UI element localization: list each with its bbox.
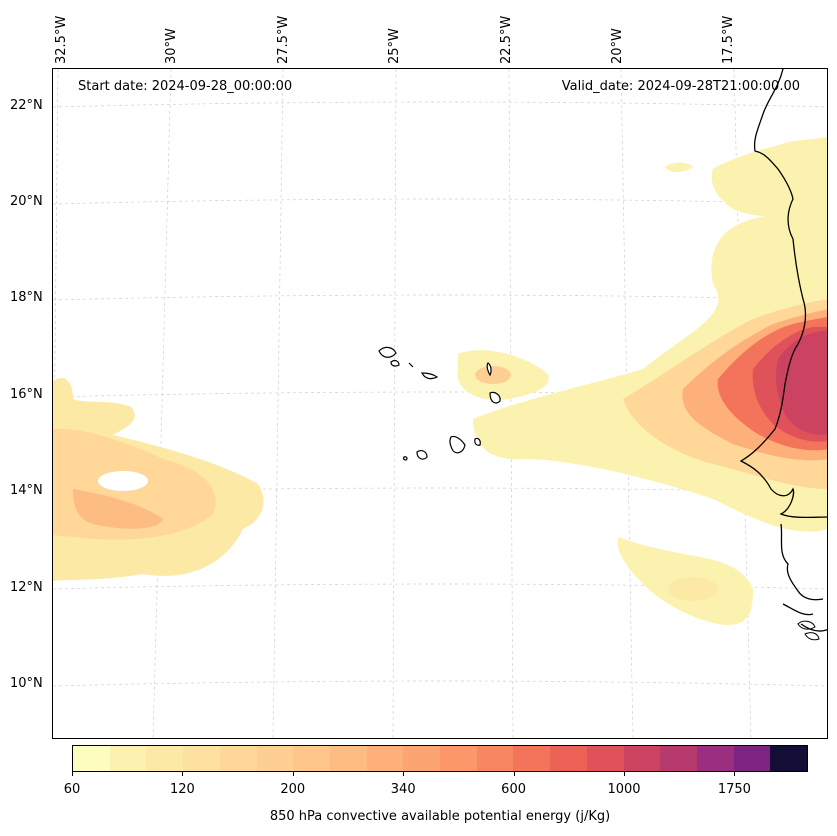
map-canvas [53, 69, 827, 738]
guinea-islands [797, 620, 820, 641]
colorbar-segment [146, 746, 184, 771]
colorbar-tick-label: 120 [169, 782, 195, 797]
parallel-16n [53, 391, 827, 398]
colorbar-segment [550, 746, 587, 771]
lon-label-20w: 20°W [610, 28, 625, 64]
colorbar-segment [183, 746, 220, 771]
lat-label-12n: 12°N [10, 580, 43, 595]
colorbar-segment [623, 746, 661, 771]
meridian-30w [152, 69, 172, 738]
cape-capeverde-region [457, 350, 549, 400]
colorbar-segment [366, 746, 404, 771]
colorbar-title: 850 hPa convective available potential e… [269, 809, 611, 824]
coastline [739, 69, 827, 632]
lat-label-14n: 14°N [10, 483, 43, 498]
colorbar-segment [696, 746, 734, 771]
colorbar-segment [733, 746, 771, 771]
colorbar-tick-label: 340 [390, 782, 416, 797]
graticule [53, 69, 827, 738]
lon-label-27-5w: 27.5°W [276, 15, 291, 64]
parallel-10n [53, 680, 827, 687]
cape-west-region [53, 378, 264, 581]
lat-label-16n: 16°N [10, 387, 43, 402]
colorbar-tick [734, 772, 736, 776]
colorbar-tick-label: 1750 [717, 782, 751, 797]
meridian-27-5w [272, 69, 284, 738]
lon-label-22-5w: 22.5°W [499, 15, 514, 64]
colorbar [72, 745, 808, 772]
colorbar-segment [586, 746, 624, 771]
colorbar-tick-label: 1000 [607, 782, 641, 797]
meridian-20w [620, 69, 634, 738]
start-date-label: Start date: 2024-09-28_00:00:00 [78, 79, 293, 94]
west-africa-coast [739, 69, 827, 519]
meridian-22-5w [508, 69, 514, 738]
colorbar-tick-label: 200 [280, 782, 306, 797]
colorbar-segment [440, 746, 477, 771]
colorbar-segment [403, 746, 441, 771]
meridian-17-5w [733, 69, 752, 738]
colorbar-tick [292, 772, 294, 776]
colorbar-segment [73, 746, 110, 771]
valid-date-label: Valid_date: 2024-09-28T21:00:00.00 [561, 79, 800, 94]
cape-south-region [617, 537, 753, 625]
map-panel: Start date: 2024-09-28_00:00:00 Valid_da… [52, 68, 828, 739]
colorbar-segment [513, 746, 551, 771]
colorbar-tick-label: 600 [501, 782, 527, 797]
parallel-22n [53, 101, 827, 108]
colorbar-tick-label: 60 [63, 782, 81, 797]
lat-label-20n: 20°N [10, 194, 43, 209]
colorbar-segment [329, 746, 367, 771]
colorbar-segment [293, 746, 330, 771]
meridian-25w [392, 69, 397, 738]
lon-label-17-5w: 17.5°W [721, 15, 736, 64]
lat-label-22n: 22°N [10, 98, 43, 113]
parallel-12n [53, 583, 827, 590]
colorbar-tick [72, 772, 73, 776]
cape-verde-islands [378, 346, 501, 461]
lon-label-25w: 25°W [387, 28, 402, 64]
colorbar-segment [219, 746, 257, 771]
colorbar-segment [256, 746, 294, 771]
colorbar-tick [403, 772, 405, 776]
colorbar-tick [513, 772, 515, 776]
colorbar-segment [476, 746, 514, 771]
guinea-coast [780, 523, 827, 632]
colorbar-segment [660, 746, 697, 771]
colorbar-segment [770, 746, 808, 771]
lon-label-30w: 30°W [164, 28, 179, 64]
colorbar-segment [109, 746, 147, 771]
colorbar-tick [624, 772, 625, 776]
cape-east-region [473, 137, 827, 532]
lon-label-32-5w: 32.5°W [54, 15, 69, 64]
lat-label-10n: 10°N [10, 676, 43, 691]
lat-label-18n: 18°N [10, 290, 43, 305]
parallel-20n [53, 198, 827, 205]
parallel-18n [53, 294, 827, 301]
colorbar-tick [182, 772, 184, 776]
